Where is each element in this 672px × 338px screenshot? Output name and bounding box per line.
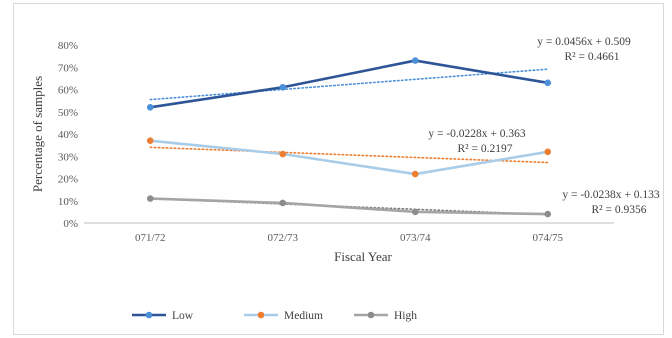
x-axis-title: Fiscal Year (334, 249, 392, 264)
series-line-high (150, 197, 548, 216)
legend-marker (367, 311, 375, 319)
legend-item-high: High (354, 310, 417, 322)
legend-item-low: Low (132, 310, 194, 322)
legend-item-medium: Medium (244, 310, 323, 322)
data-point-low (146, 104, 154, 111)
series-line-low (150, 59, 548, 109)
data-point-low (279, 83, 287, 91)
y-tick-label: 10% (58, 196, 78, 208)
data-point-medium (544, 148, 552, 156)
y-tick-label: 0% (63, 218, 78, 230)
y-tick-label: 50% (58, 107, 78, 119)
line-chart: 0% 10% 20% 30% 40% 50% 60% 70% 80% 071/72 072/73 0… (30, 36, 660, 322)
data-point-high (411, 208, 419, 216)
trendline-r-squared: R² = 0.2197 (458, 143, 513, 155)
data-point-high (146, 195, 154, 202)
y-tick-label: 40% (58, 129, 78, 141)
y-tick-label: 30% (58, 151, 78, 163)
legend-marker (257, 311, 265, 319)
x-tick-label: 072/73 (267, 232, 298, 244)
x-tick-label: 074/75 (532, 232, 563, 244)
trendline-equation: y = 0.0456x + 0.509 (537, 36, 631, 48)
data-point-low (411, 57, 419, 64)
legend-label: Low (172, 310, 194, 322)
data-point-low (544, 79, 552, 87)
trendline-equation: y = -0.0238x + 0.133 (562, 189, 660, 201)
y-tick-label: 80% (58, 40, 78, 52)
trendline-medium (149, 146, 549, 164)
trendline-low (149, 68, 549, 101)
trendline-r-squared: R² = 0.9356 (592, 204, 647, 216)
legend-marker (145, 311, 153, 319)
x-tick-label: 071/72 (135, 232, 166, 244)
data-point-medium (279, 150, 287, 158)
x-tick-label: 073/74 (400, 232, 431, 244)
data-point-medium (411, 170, 419, 178)
trendline-equation: y = -0.0228x + 0.363 (428, 128, 526, 140)
data-point-high (279, 199, 287, 207)
data-point-medium (146, 137, 154, 144)
chart-container: 0% 10% 20% 30% 40% 50% 60% 70% 80% 071/72 072/73 0… (13, 3, 664, 335)
y-axis-title: Percentage of samples (30, 76, 45, 192)
y-tick-label: 60% (58, 85, 78, 97)
data-point-high (544, 210, 552, 218)
y-tick-label: 70% (58, 62, 78, 74)
legend-label: High (394, 310, 417, 322)
series-line-medium (150, 139, 548, 176)
y-tick-label: 20% (58, 174, 78, 186)
trendline-r-squared: R² = 0.4661 (565, 51, 620, 63)
legend-label: Medium (284, 310, 323, 322)
